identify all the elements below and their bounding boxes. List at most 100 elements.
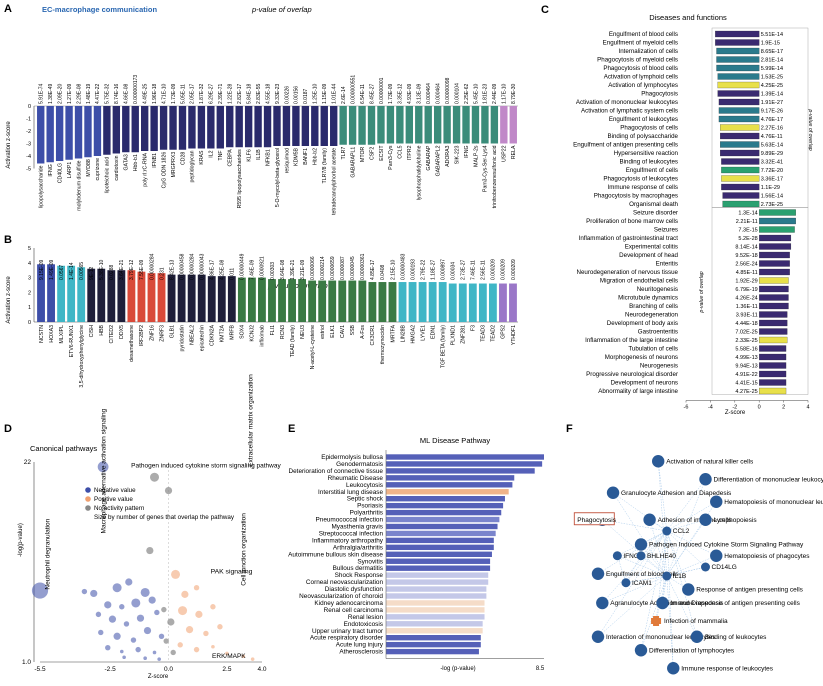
panel-a-pvalue: 2.6E-14 <box>341 86 347 104</box>
panel-c-bar <box>720 149 760 157</box>
panel-b-category-label: DDX5 <box>119 325 125 339</box>
panel-c-category-label: Inflammation of the large intestine <box>585 337 678 344</box>
panel-c-pvalue: 7.02E-25 <box>735 330 757 336</box>
panel-c-pvalue: 4.26E-24 <box>735 296 757 302</box>
panel-b-category-label: IRF2BP2 <box>139 325 145 346</box>
panel-e-chart: Epidermolysis bullosaGenodermatosisDeter… <box>288 450 544 659</box>
panel-b-pvalue: 0.00000043 <box>199 253 205 280</box>
panel-letter-a: A <box>4 3 12 15</box>
panel-a-pvalue: 1.01E-44 <box>332 83 338 104</box>
panel-a-category-label: cuprizone <box>95 158 101 181</box>
panel-a-category-label: CSF2 <box>369 147 375 160</box>
panel-a-bar <box>415 106 423 144</box>
panel-f-node-label: Engulfment of blood cells <box>606 571 679 578</box>
panel-a-category-label: IL2 <box>209 150 215 157</box>
panel-c-pvalue: 5.63E-14 <box>761 143 783 149</box>
panel-b-pvalue: 2.79E-22 <box>420 259 426 280</box>
panel-f-node-label: CCL2 <box>673 528 690 535</box>
panel-b-category-label: EDN1 <box>430 325 436 339</box>
panel-e-category-label: Pneumococcal infection <box>316 517 384 524</box>
panel-b-category-label: FLI1 <box>270 325 276 335</box>
panel-f-edge <box>657 461 668 577</box>
panel-b-bar <box>338 280 347 322</box>
panel-b-category-label: NCSTN <box>39 325 45 343</box>
panel-b-category-label: TGF BETA (family) <box>440 325 446 368</box>
panel-b-category-label: TEAD2 <box>491 325 497 342</box>
panel-d-annotation: Neutrophil degranulation <box>44 518 51 589</box>
panel-f-node <box>652 455 665 468</box>
panel-e-category-label: Corneal neovascularization <box>306 579 384 586</box>
panel-a-bar <box>84 106 92 158</box>
panel-b-bar <box>207 276 216 322</box>
panel-a-pvalue: 6.54E-11 <box>360 84 366 104</box>
panel-d-point <box>167 618 175 626</box>
panel-f-edge <box>625 555 642 583</box>
panel-a-y-tick: -1 <box>26 117 31 123</box>
panel-b-category-label: YTHDF1 <box>511 325 517 345</box>
panel-f-node <box>662 526 672 536</box>
panel-b-category-label: SOX4 <box>240 325 246 339</box>
panel-c-category-label: Organismal death <box>629 201 678 208</box>
panel-a-bar <box>244 106 253 148</box>
panel-a-pvalue: 0.00156 <box>294 86 300 104</box>
panel-c-category-label: Activation of lymphatic system cells <box>581 108 678 115</box>
panel-f-node-label: Phagocytosis <box>577 517 616 524</box>
panel-b-category-label: MRTFA <box>390 324 396 342</box>
panel-c-category-label: Development of neurons <box>611 380 678 387</box>
panel-b-pvalue: 9E-12 <box>89 266 95 280</box>
panel-b-category-label: GPS2 <box>501 325 507 339</box>
panel-a-bar <box>320 106 328 146</box>
panel-c-bar <box>759 285 789 293</box>
panel-a-pvalue: 4.49E-25 <box>142 83 148 104</box>
panel-c-bar <box>715 39 760 46</box>
panel-a-category-label: resiquimod <box>284 148 290 173</box>
panel-a-bar <box>348 106 357 145</box>
panel-c-pvalue: 8.65E-17 <box>761 49 783 55</box>
panel-b-pvalue: 0.000209 <box>511 259 517 280</box>
panel-f-node-marker <box>651 618 662 624</box>
panel-c-pvalue: 4.99E-13 <box>735 355 757 361</box>
panel-a-bar <box>405 106 413 144</box>
panel-c-pvalue: 4.76E-17 <box>761 117 783 123</box>
panel-c-category-label: Enteritis <box>656 261 678 268</box>
panel-e-category-label: Interstitial lung disease <box>318 489 383 496</box>
panel-f-edge <box>666 555 717 577</box>
panel-d-point <box>104 601 112 609</box>
panel-a-category-label: Hbb-b2 <box>313 148 319 165</box>
panel-e-bar <box>386 607 485 613</box>
panel-a-y-tick: 0 <box>28 104 31 110</box>
panel-b-bar <box>247 277 256 322</box>
panel-f-edge <box>666 519 706 532</box>
panel-f-node-label: Response of antigen presenting cells <box>696 587 803 594</box>
panel-d-point <box>105 645 111 651</box>
panel-d-legend-swatch <box>85 505 91 511</box>
panel-b-bar <box>358 280 367 322</box>
panel-c-pvalue: 5.99E-14 <box>761 66 783 72</box>
panel-f-node <box>699 513 712 526</box>
panel-b-pvalue: 0.00565 <box>79 262 85 280</box>
panel-e-category-label: Atherosclerosis <box>339 649 383 656</box>
panel-b-pvalue: 0.00000361 <box>360 253 366 280</box>
panel-b-bar <box>478 283 487 322</box>
panel-f-edge <box>666 530 698 637</box>
panel-a-pvalue: 2.39E-71 <box>218 83 224 104</box>
panel-a-bar <box>500 106 508 144</box>
panel-e-bar <box>386 558 491 564</box>
panel-c-pvalue: 3.36E-17 <box>761 177 783 183</box>
panel-a-category-label: CD28 <box>180 152 186 165</box>
panel-c-bar <box>759 370 787 378</box>
panel-b-category-label: LIN28B <box>400 324 406 342</box>
panel-e-category-label: Acute lung injury <box>336 642 384 649</box>
panel-a-category-label: MYD88 <box>86 159 92 176</box>
panel-e-title: ML Disease Pathway <box>420 436 490 445</box>
panel-a-pvalue: 8.45E-27 <box>369 83 375 104</box>
panel-b-category-label: LYVE1 <box>420 325 426 341</box>
panel-d-point <box>161 606 167 613</box>
panel-c-pvalue: 7.72E-20 <box>761 168 783 174</box>
panel-c-bar <box>759 260 790 267</box>
panel-b-category-label: thermozymocidin <box>380 325 386 364</box>
panel-c-category-label: Phagocytosis of leukocytes <box>603 176 678 183</box>
panel-e-xmax-label: 8.5 <box>536 666 545 672</box>
panel-a-bar <box>216 106 224 149</box>
